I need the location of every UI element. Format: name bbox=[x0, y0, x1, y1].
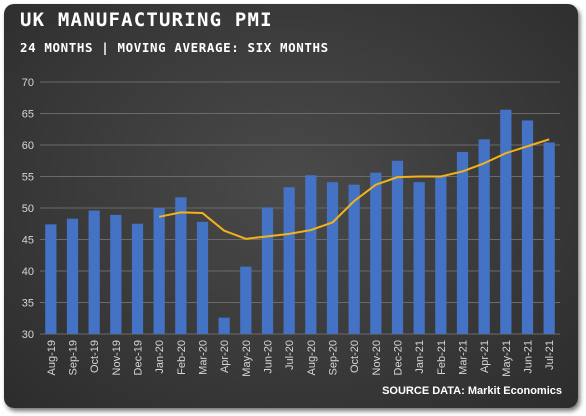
y-tick-label: 70 bbox=[22, 77, 34, 89]
bar-jan-20 bbox=[153, 208, 165, 334]
bar-sep-19 bbox=[66, 218, 79, 334]
bar-apr-21 bbox=[478, 139, 490, 334]
x-tick-label: Apr-20 bbox=[219, 340, 231, 373]
x-tick-label: Jul-21 bbox=[544, 340, 556, 370]
y-tick-label: 45 bbox=[22, 235, 34, 247]
x-tick-label: Nov-19 bbox=[111, 340, 123, 375]
bar-mar-21 bbox=[456, 151, 469, 334]
x-tick-label: May-21 bbox=[501, 340, 513, 377]
bar-may-21 bbox=[500, 109, 512, 334]
x-tick-label: Mar-20 bbox=[198, 340, 210, 375]
y-tick-label: 35 bbox=[22, 298, 34, 310]
x-tick-label: Mar-21 bbox=[458, 340, 470, 375]
source-note: SOURCE DATA: Markit Economics bbox=[382, 385, 562, 397]
bar-nov-20 bbox=[370, 172, 382, 334]
moving-average-line bbox=[158, 138, 550, 240]
chart-subtitle: 24 MONTHS | MOVING AVERAGE: SIX MONTHS bbox=[20, 40, 329, 55]
bar-jun-20 bbox=[261, 207, 274, 334]
bar-jul-21 bbox=[543, 142, 555, 334]
x-tick-label: Dec-20 bbox=[393, 340, 405, 375]
x-tick-label: Feb-20 bbox=[176, 340, 188, 375]
chart-card: UK MANUFACTURING PMI 24 MONTHS | MOVING … bbox=[4, 4, 578, 408]
x-tick-label: Sep-20 bbox=[328, 340, 340, 375]
x-tick-label: Feb-21 bbox=[436, 340, 448, 375]
y-tick-label: 30 bbox=[22, 329, 34, 341]
y-tick-label: 50 bbox=[22, 203, 34, 215]
x-tick-label: Oct-19 bbox=[89, 340, 101, 373]
x-tick-label: Oct-20 bbox=[349, 340, 361, 373]
y-tick-label: 60 bbox=[22, 140, 34, 152]
x-tick-label: Sep-19 bbox=[68, 340, 80, 375]
bar-mar-20 bbox=[196, 221, 209, 334]
x-tick-label: Aug-20 bbox=[306, 340, 318, 375]
bar-oct-20 bbox=[348, 184, 360, 334]
x-tick-label: Dec-19 bbox=[133, 340, 145, 375]
bar-oct-19 bbox=[88, 210, 100, 334]
bar-nov-19 bbox=[110, 214, 122, 334]
x-tick-label: May-20 bbox=[241, 340, 253, 377]
x-tick-label: Jun-20 bbox=[263, 340, 275, 374]
x-tick-label: Aug-19 bbox=[46, 340, 58, 375]
x-tick-label: Jan-21 bbox=[414, 340, 426, 374]
bar-aug-20 bbox=[305, 175, 317, 334]
x-tick-label: Jun-21 bbox=[523, 340, 535, 374]
x-tick-label: Nov-20 bbox=[371, 340, 383, 375]
bar-apr-20 bbox=[218, 317, 230, 334]
pmi-chart: 30 35 40 45 50 55 60 65 70 Aug-19 Sep-19 Oct-19 Nov-… bbox=[22, 77, 560, 377]
chart-title: UK MANUFACTURING PMI bbox=[20, 9, 273, 31]
bar-jun-21 bbox=[521, 120, 534, 335]
y-tick-label: 65 bbox=[22, 109, 34, 121]
bar-jan-21 bbox=[413, 182, 425, 334]
y-tick-label: 55 bbox=[22, 172, 34, 184]
bar-jul-20 bbox=[283, 187, 295, 334]
bar-dec-19 bbox=[131, 223, 144, 334]
x-tick-label: Apr-21 bbox=[479, 340, 491, 373]
bar-feb-21 bbox=[435, 175, 447, 334]
bar-feb-20 bbox=[175, 197, 187, 334]
x-tick-label: Jul-20 bbox=[284, 340, 296, 370]
bar-dec-20 bbox=[391, 160, 404, 334]
bar-sep-20 bbox=[326, 182, 339, 334]
bar-may-20 bbox=[240, 266, 252, 334]
y-tick-label: 40 bbox=[22, 266, 34, 278]
bar-aug-19 bbox=[45, 224, 57, 334]
x-tick-label: Jan-20 bbox=[154, 340, 166, 374]
